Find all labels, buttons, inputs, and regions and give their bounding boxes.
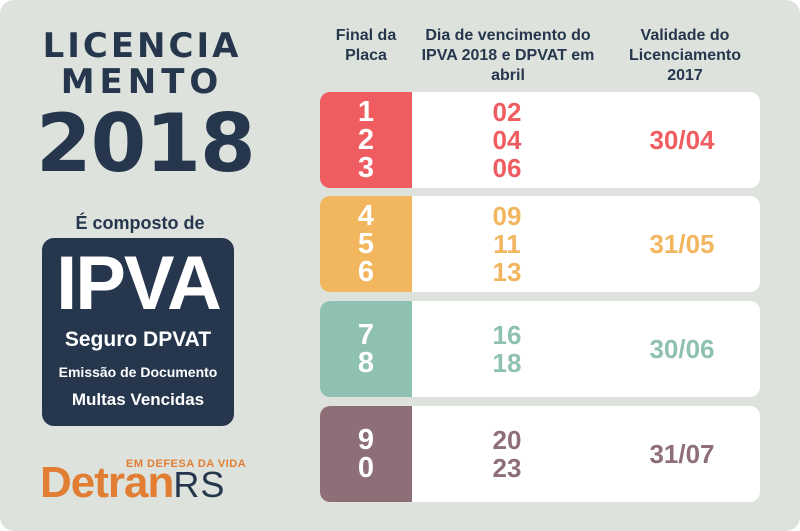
- title-year: 2018: [36, 97, 256, 190]
- detran-logo: DetranRS: [40, 458, 225, 508]
- title-line-2: MENTO: [60, 62, 224, 102]
- header-due-date: Dia de vencimento do IPVA 2018 e DPVAT e…: [421, 27, 595, 84]
- ipva-item-fines: Multas Vencidas: [71, 390, 205, 409]
- composed-label: É composto de: [75, 213, 205, 233]
- ipva-item-document: Emissão de Documento: [58, 364, 218, 380]
- due-days: 20 23: [412, 406, 602, 502]
- plate-digit: 2: [357, 124, 375, 156]
- due-days: 09 11 13: [412, 196, 602, 292]
- validity-date: 31/07: [649, 438, 715, 469]
- plate-digit: 3: [357, 152, 375, 184]
- plate-digit: 9: [357, 424, 375, 456]
- due-day: 18: [492, 348, 522, 378]
- due-day: 02: [492, 97, 522, 127]
- logo-main: Detran: [40, 458, 174, 507]
- plate-digit: 0: [357, 452, 375, 484]
- table-row: 9 0 20 23 31/07: [320, 406, 760, 502]
- plate-digit: 4: [357, 200, 375, 232]
- ipva-heading: IPVA: [56, 241, 222, 326]
- table-row: 4 5 6 09 11 13 31/05: [320, 196, 760, 292]
- due-days: 02 04 06: [412, 92, 602, 188]
- plate-digit: 7: [357, 319, 375, 351]
- ipva-box: IPVA Seguro DPVAT Emissão de Documento M…: [42, 238, 234, 426]
- ipva-item-dpvat: Seguro DPVAT: [64, 328, 212, 351]
- due-days: 16 18: [412, 301, 602, 397]
- header-plate: Final da Placa: [335, 27, 397, 64]
- plate-digit: 5: [357, 228, 375, 260]
- validity-date: 30/04: [649, 124, 715, 155]
- validity-date: 31/05: [649, 228, 715, 259]
- due-day: 16: [492, 320, 522, 350]
- table-row: 1 2 3 02 04 06 30/04: [320, 92, 760, 188]
- title-line-1: LICENCIA: [42, 26, 242, 66]
- validity-date: 30/06: [649, 333, 715, 364]
- plate-digit: 1: [357, 96, 375, 128]
- logo-tagline: EM DEFESA DA VIDA: [126, 458, 247, 470]
- plate-digit: 6: [357, 256, 375, 288]
- plate-digit: 8: [357, 347, 375, 379]
- due-day: 09: [492, 201, 522, 231]
- header-validity: Validade do Licenciamento 2017: [628, 27, 742, 84]
- due-day: 20: [492, 425, 522, 455]
- due-day: 06: [492, 153, 522, 183]
- due-day: 11: [493, 229, 521, 259]
- due-day: 13: [492, 257, 522, 287]
- logo-suffix: RS: [173, 464, 226, 505]
- due-day: 23: [492, 453, 522, 483]
- table-row: 7 8 16 18 30/06: [320, 301, 760, 397]
- due-day: 04: [492, 125, 522, 155]
